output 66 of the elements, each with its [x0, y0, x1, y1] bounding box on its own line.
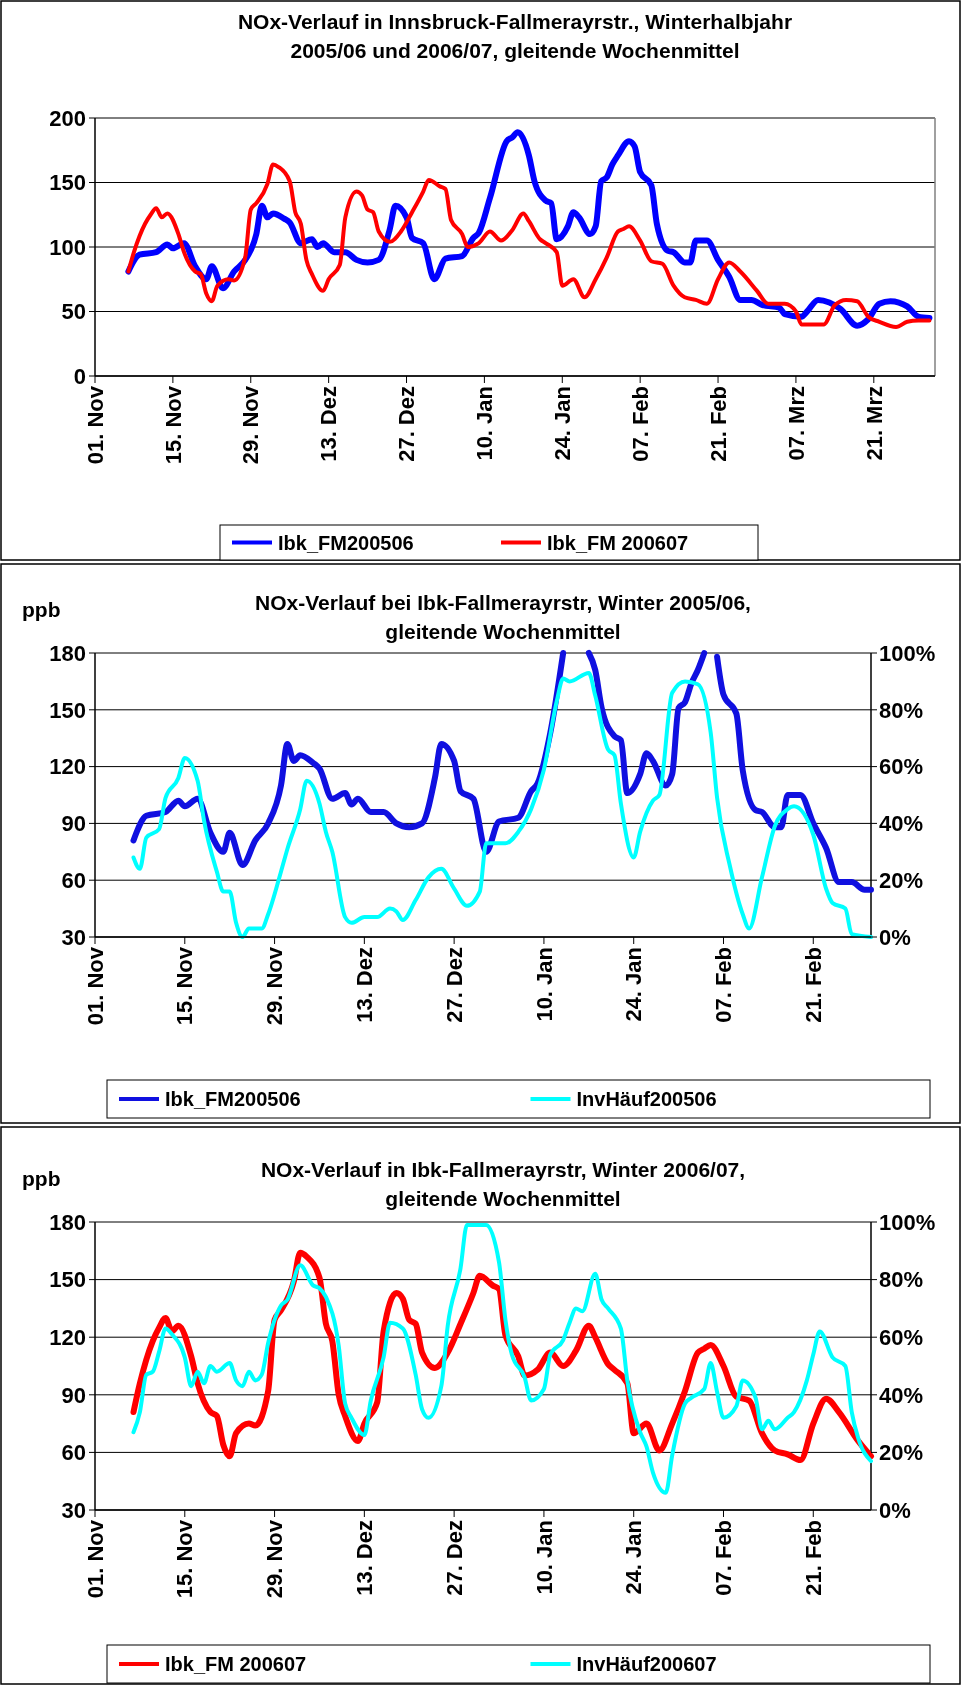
y2-tick-label: 80% — [879, 697, 924, 723]
chart-title: NOx-Verlauf in Innsbruck-Fallmerayrstr., Winterhalbjahr 2005/06 und 2006/07, gleitende Wochenmittel — [237, 10, 793, 63]
chart-title: NOx-Verlauf bei Ibk-Fallmerayrstr, Winter 2005/06, gleitende Wochenmittel — [255, 591, 751, 644]
y2-tick-label: 40% — [879, 1382, 924, 1408]
legend-label: Ibk_FM 200607 — [165, 1653, 307, 1675]
y2-tick-label: 20% — [879, 867, 924, 893]
x-tick-label: 27. Dez — [441, 1520, 467, 1596]
x-tick-label: 07. Feb — [711, 947, 737, 1023]
y-tick-label: 60 — [61, 867, 86, 893]
x-tick-label: 21. Feb — [800, 1520, 826, 1596]
x-tick-label: 15. Nov — [160, 385, 186, 465]
x-tick-label: 07. Feb — [627, 386, 653, 462]
y2-tick-label: 80% — [879, 1267, 924, 1293]
y-tick-label: 180 — [49, 1209, 86, 1235]
y-tick-label: 150 — [49, 1267, 86, 1293]
x-tick-label: 07. Feb — [711, 1520, 737, 1596]
legend-label: Ibk_FM200506 — [278, 531, 414, 554]
y-tick-label: 120 — [49, 754, 86, 780]
y-tick-label: 200 — [49, 105, 86, 131]
y2-tick-label: 60% — [879, 754, 924, 780]
legend-label: InvHäuf200506 — [576, 1088, 717, 1110]
x-tick-label: 21. Feb — [800, 947, 826, 1023]
y2-tick-label: 100% — [879, 1209, 936, 1235]
x-tick-label: 13. Dez — [352, 947, 378, 1023]
line-series — [126, 162, 932, 329]
x-tick-label: 21. Mrz — [861, 386, 887, 461]
y-axis-title: ppb — [22, 598, 61, 622]
x-tick-label: 29. Nov — [262, 946, 288, 1026]
y-tick-label: 90 — [61, 811, 86, 837]
y2-tick-label: 40% — [879, 811, 924, 837]
y-tick-label: 100 — [49, 234, 86, 260]
y-tick-label: 120 — [49, 1324, 86, 1350]
x-tick-label: 27. Dez — [441, 947, 467, 1023]
x-tick-label: 13. Dez — [316, 386, 342, 462]
legend-label: InvHäuf200607 — [576, 1653, 717, 1675]
y-tick-label: 150 — [49, 697, 86, 723]
y-tick-label: 60 — [61, 1440, 86, 1466]
y-tick-label: 180 — [49, 640, 86, 666]
y2-tick-label: 0% — [879, 924, 911, 950]
y2-tick-label: 100% — [879, 640, 936, 666]
legend-label: Ibk_FM 200607 — [547, 531, 689, 554]
x-tick-label: 10. Jan — [531, 1520, 557, 1595]
x-tick-label: 15. Nov — [172, 946, 198, 1026]
y2-tick-label: 0% — [879, 1497, 911, 1523]
y-tick-label: 150 — [49, 170, 86, 196]
x-tick-label: 24. Jan — [621, 1520, 647, 1595]
x-tick-label: 10. Jan — [472, 386, 498, 461]
line-series — [131, 670, 873, 939]
chart-title: NOx-Verlauf in Ibk-Fallmerayrstr, Winter 2006/07, gleitende Wochenmittel — [260, 1158, 746, 1211]
x-tick-label: 07. Mrz — [783, 386, 809, 461]
y-tick-label: 90 — [61, 1382, 86, 1408]
x-tick-label: 15. Nov — [172, 1519, 198, 1599]
x-tick-label: 10. Jan — [531, 947, 557, 1022]
legend-label: Ibk_FM200506 — [165, 1088, 301, 1110]
y2-tick-label: 60% — [879, 1324, 924, 1350]
y-axis-title: ppb — [22, 1167, 61, 1191]
y2-tick-label: 20% — [879, 1440, 924, 1466]
x-tick-label: 24. Jan — [621, 947, 647, 1022]
x-tick-label: 29. Nov — [238, 385, 264, 465]
x-tick-label: 27. Dez — [394, 386, 420, 462]
x-tick-label: 13. Dez — [352, 1520, 378, 1596]
y-tick-label: 50 — [61, 299, 86, 325]
x-tick-label: 21. Feb — [705, 386, 731, 462]
x-tick-label: 29. Nov — [262, 1519, 288, 1599]
line-series — [131, 1222, 873, 1495]
x-tick-label: 24. Jan — [549, 386, 575, 461]
